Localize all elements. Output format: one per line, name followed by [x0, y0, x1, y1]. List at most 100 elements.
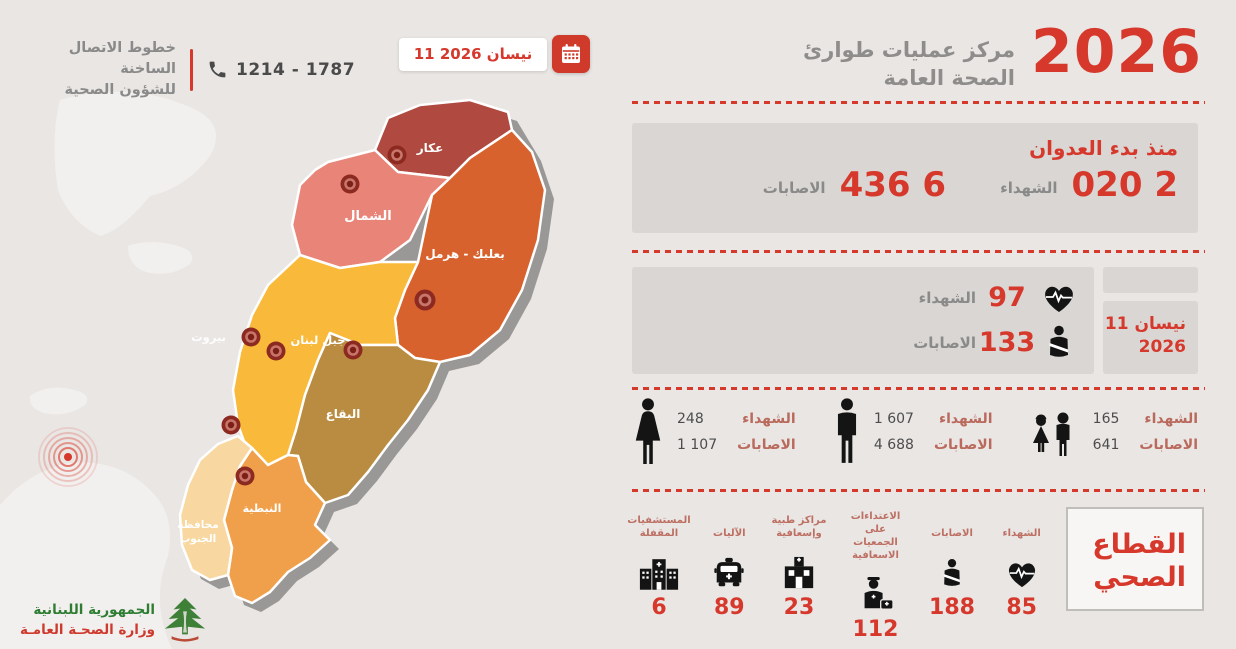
- dashed-separator-1: [632, 101, 1205, 104]
- since-start-injuries-value: 6 436: [839, 165, 947, 205]
- hs-attacks-value: 112: [852, 617, 899, 642]
- health-sector-title-box: القطاع الصحي: [1066, 507, 1204, 611]
- daily-martyrs-label: الشهداء: [918, 288, 976, 307]
- heart-ecg-icon: [1038, 281, 1080, 315]
- dashed-separator-3: [632, 387, 1205, 390]
- hs-medical-centers-label-line1: مراكز طبية: [771, 515, 827, 526]
- hs-item-vehicles: الآليات 89: [701, 510, 758, 642]
- daily-side-box: [1103, 267, 1198, 293]
- children-injuries-value: 641: [1092, 437, 1120, 453]
- ministry-logo: الجمهورية اللبنانية وزارة الصحـة العامـة: [20, 596, 208, 644]
- men-injuries-value: 4 688: [873, 437, 914, 453]
- map-label-south-line2: الجنوب: [180, 533, 217, 545]
- hs-item-attacks: الاعتداءات على الجمعيات الاسعافية 112: [840, 510, 910, 642]
- daily-date-box: 11 نيسان 2026: [1103, 301, 1198, 374]
- daily-injuries-row: 133 الاصابات: [632, 325, 1094, 361]
- hotline-numbers: 1214 - 1787: [236, 59, 356, 80]
- women-injuries-value: 1 107: [677, 437, 718, 453]
- ministry-line1: الجمهورية اللبنانية: [33, 601, 156, 618]
- heart-ecg-icon: [1005, 544, 1039, 590]
- hs-item-closed-hospitals: المستشفيات المقفلة: [627, 510, 691, 642]
- region-bekaa: [286, 331, 442, 505]
- hs-item-medical-centers: مراكز طبية وإسعافية 23: [771, 510, 828, 642]
- hs-martyrs-label: الشهداء: [1002, 528, 1041, 539]
- daily-date-line2: 2026: [1138, 336, 1186, 357]
- page-title: مركز عمليات طوارئ الصحة العامة: [803, 36, 1015, 93]
- paramedic-icon: [855, 566, 895, 612]
- man-icon: [837, 398, 856, 463]
- demographics-row: 165 641 الشهداء الاصابات 1 607 4 688 الش…: [632, 398, 1198, 488]
- health-sector-title-line1: القطاع: [1092, 529, 1186, 560]
- masthead: مركز عمليات طوارئ الصحة العامة 2026: [803, 22, 1202, 93]
- hs-closed-hospitals-value: 6: [651, 595, 667, 620]
- hs-vehicles-label: الآليات: [713, 528, 746, 539]
- hs-closed-hospitals-label-line2: المقفلة: [639, 528, 679, 539]
- ministry-line2: وزارة الصحـة العامـة: [20, 622, 156, 638]
- date-badge-label: 11 نيسان 2026: [399, 38, 547, 71]
- hospital-icon: [638, 544, 680, 590]
- hs-closed-hospitals-label-line1: المستشفيات: [627, 515, 691, 526]
- children-injuries-label: الاصابات: [1139, 437, 1198, 453]
- since-start-injuries-label: الاصابات: [762, 179, 826, 197]
- map-label-beirut: بيروت: [191, 330, 226, 345]
- since-start-martyrs-label: الشهداء: [1000, 179, 1058, 197]
- men-martyrs-value: 1 607: [873, 411, 914, 427]
- since-start-martyrs-value: 2 020: [1071, 165, 1179, 205]
- children-martyrs-label: الشهداء: [1144, 411, 1198, 427]
- demographics-men: 1 607 4 688 الشهداء الاصابات: [833, 398, 993, 488]
- since-start-title: منذ بدء العدوان: [1029, 136, 1178, 160]
- pulse-icon: [38, 427, 98, 487]
- women-martyrs-label: الشهداء: [742, 411, 796, 427]
- map-label-north: الشمال: [344, 209, 391, 224]
- health-sector-row: الشهداء 85 الاصابات 188: [627, 510, 1050, 642]
- hotline-text: خطوط الاتصال الساخنة للشؤون الصحية: [26, 38, 176, 101]
- hotline-divider: [190, 48, 193, 91]
- map-label-mount-lebanon: جبل لبنان: [290, 333, 345, 347]
- injured-person-icon: [1038, 325, 1080, 361]
- hs-injuries-label: الاصابات: [931, 528, 973, 539]
- page-title-line1: مركز عمليات طوارئ: [803, 38, 1015, 62]
- hs-attacks-label-line2: الجمعيات الاسعافية: [852, 537, 899, 561]
- hs-item-martyrs: الشهداء 85: [993, 510, 1050, 642]
- daily-date-line1: 11 نيسان: [1104, 314, 1186, 334]
- injured-person-icon: [939, 544, 965, 590]
- daily-injuries-value: 133: [978, 327, 1036, 358]
- children-icon: [1032, 412, 1070, 456]
- ministry-text: الجمهورية اللبنانية وزارة الصحـة العامـة: [20, 600, 155, 641]
- calendar-icon: [552, 35, 590, 73]
- daily-injuries-label: الاصابات: [913, 333, 976, 352]
- hs-martyrs-value: 85: [1006, 595, 1037, 620]
- hs-medical-centers-label-line2: وإسعافية: [776, 528, 822, 539]
- men-martyrs-label: الشهداء: [938, 411, 993, 427]
- daily-martyrs-row: 97 الشهداء: [632, 281, 1094, 315]
- children-martyrs-value: 165: [1092, 411, 1120, 427]
- phone-icon: [209, 61, 226, 78]
- map-label-akkar: عكار: [416, 141, 444, 155]
- demographics-women: 248 1 107 الشهداء الاصابات: [632, 398, 796, 488]
- demographics-children: 165 641 الشهداء الاصابات: [1030, 398, 1198, 488]
- since-start-panel: منذ بدء العدوان 2 020 الشهداء 6 436 الاص…: [632, 123, 1198, 233]
- daily-panel: 97 الشهداء 133 الاصابات: [632, 267, 1094, 374]
- masthead-year: 2026: [1031, 17, 1202, 87]
- daily-martyrs-value: 97: [988, 282, 1026, 313]
- hotline-block: خطوط الاتصال الساخنة للشؤون الصحية 1214 …: [26, 38, 355, 101]
- hs-medical-centers-value: 23: [783, 595, 815, 620]
- hotline-line1: خطوط الاتصال الساخنة: [68, 40, 176, 78]
- map-label-baalbek-hermel: بعلبك - هرمل: [425, 247, 505, 261]
- hotline-line2: للشؤون الصحية: [64, 82, 176, 99]
- page-title-line2: الصحة العامة: [883, 66, 1015, 91]
- map-label-south-line1: محافظة: [177, 519, 218, 531]
- cedar-icon: [164, 597, 206, 642]
- hs-attacks-label-line1: الاعتداءات على: [850, 511, 901, 535]
- map-label-bekaa: البقاع: [326, 407, 361, 421]
- hs-vehicles-value: 89: [714, 595, 745, 620]
- women-martyrs-value: 248: [677, 411, 704, 427]
- dashed-separator-2: [632, 250, 1205, 253]
- women-injuries-label: الاصابات: [737, 437, 796, 453]
- date-badge: 11 نيسان 2026: [399, 35, 590, 73]
- strike-markers: [221, 145, 436, 486]
- medical-center-icon: [781, 544, 817, 590]
